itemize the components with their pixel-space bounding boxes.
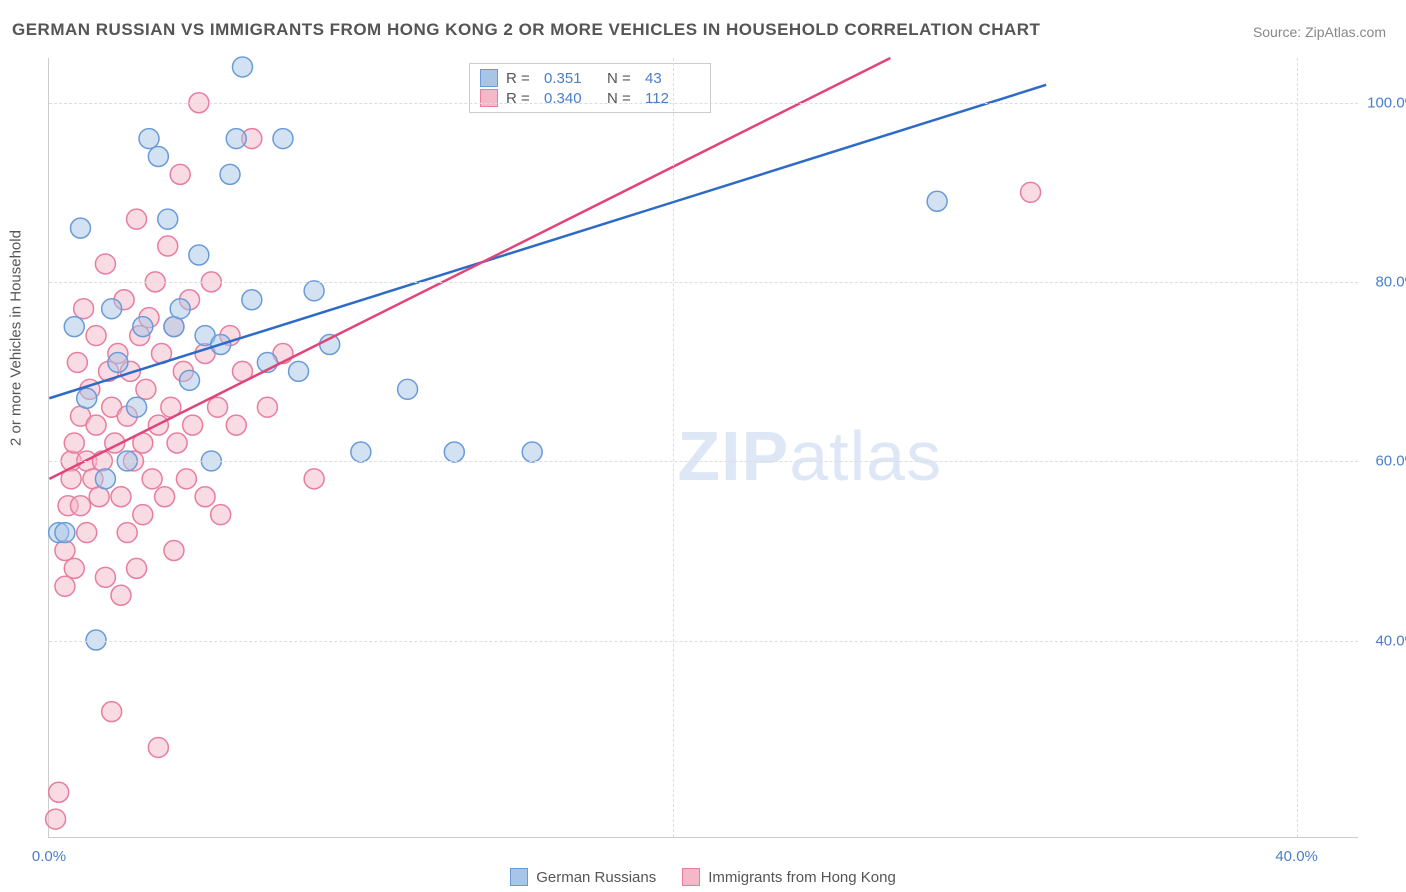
gridline-h (49, 641, 1358, 642)
stat-n-label: N = (607, 90, 637, 107)
y-tick-label: 100.0% (1363, 94, 1406, 111)
correlation-stat-box: R = 0.351 N = 43 R = 0.340 N = 112 (469, 63, 711, 113)
x-tick-label: 40.0% (1275, 848, 1318, 865)
source-label: Source: ZipAtlas.com (1253, 24, 1386, 40)
legend-swatch-2 (682, 868, 700, 886)
gridline-v (1297, 58, 1298, 837)
y-axis-label: 2 or more Vehicles in Household (8, 230, 25, 446)
legend-item-1: German Russians (510, 868, 656, 886)
legend-label-2: Immigrants from Hong Kong (708, 869, 896, 886)
y-tick-label: 60.0% (1363, 453, 1406, 470)
gridline-h (49, 103, 1358, 104)
chart-title: GERMAN RUSSIAN VS IMMIGRANTS FROM HONG K… (12, 20, 1040, 40)
stat-r-label: R = (506, 70, 536, 87)
stat-row-series2: R = 0.340 N = 112 (480, 88, 700, 108)
stat-r-value-1: 0.351 (544, 70, 599, 87)
gridline-v (673, 58, 674, 837)
legend-item-2: Immigrants from Hong Kong (682, 868, 896, 886)
stat-n-label: N = (607, 70, 637, 87)
chart-plot-area: R = 0.351 N = 43 R = 0.340 N = 112 ZIPat… (48, 58, 1358, 838)
x-tick-label: 0.0% (32, 848, 66, 865)
legend-label-1: German Russians (536, 869, 656, 886)
swatch-series1 (480, 69, 498, 87)
swatch-series2 (480, 89, 498, 107)
y-tick-label: 40.0% (1363, 632, 1406, 649)
legend-swatch-1 (510, 868, 528, 886)
scatter-svg (49, 58, 1358, 837)
legend: German Russians Immigrants from Hong Kon… (48, 868, 1358, 886)
gridline-h (49, 282, 1358, 283)
gridline-h (49, 461, 1358, 462)
stat-r-label: R = (506, 90, 536, 107)
y-tick-label: 80.0% (1363, 274, 1406, 291)
stat-r-value-2: 0.340 (544, 90, 599, 107)
stat-row-series1: R = 0.351 N = 43 (480, 68, 700, 88)
